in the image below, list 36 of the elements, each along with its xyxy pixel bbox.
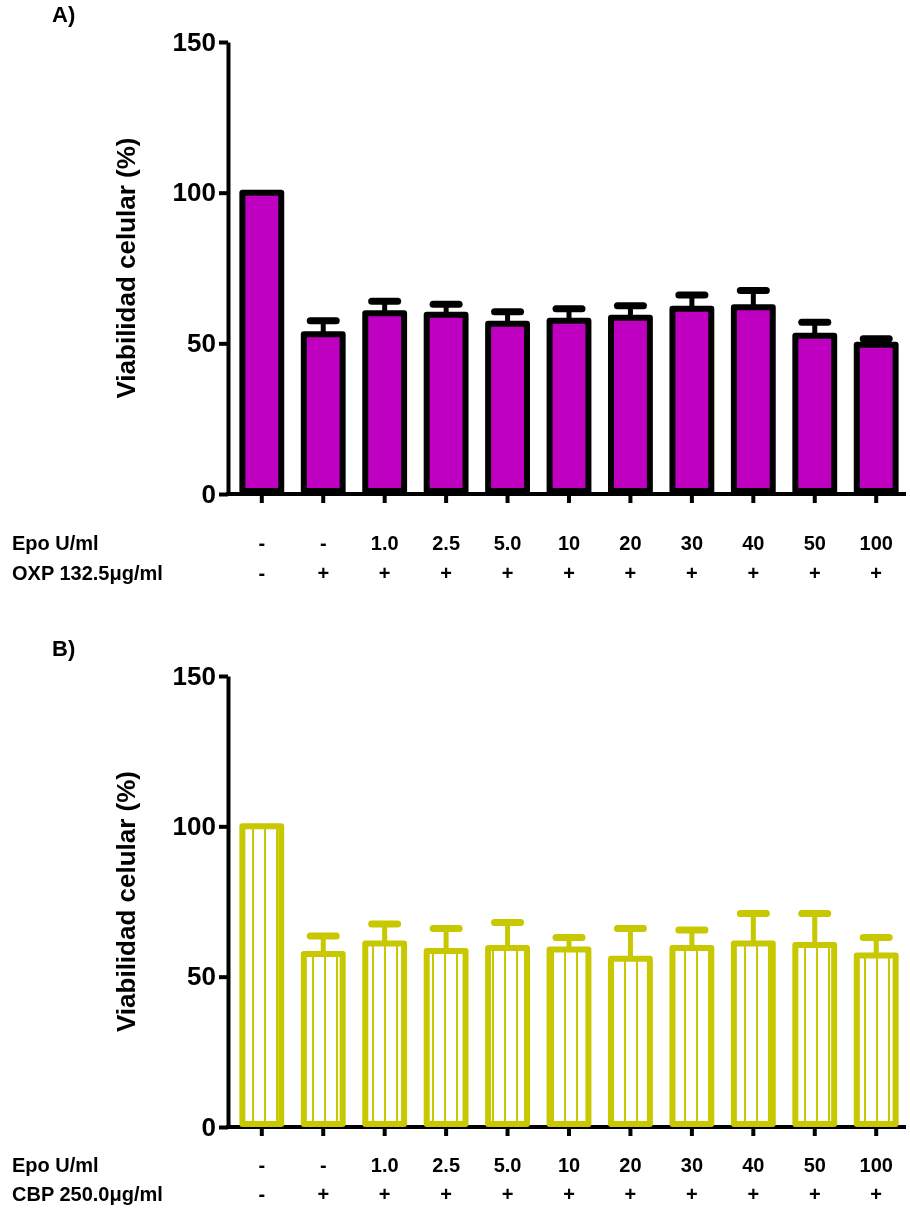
y-tick-label: 100 <box>172 811 216 842</box>
x-tick-label: 50 + <box>803 532 826 584</box>
y-tick-label: 100 <box>172 177 216 208</box>
chart-title: B) <box>52 636 76 661</box>
x-tick-label: 10 + <box>557 532 581 584</box>
x-tick-label: 100 + <box>859 532 893 584</box>
x-tick-label: - + <box>317 532 330 584</box>
x-axis-title: Epo U/ml OXP 132.5μg/ml <box>12 532 163 584</box>
y-axis-title: Viabilidad celular (%) <box>111 137 141 399</box>
x-tick-label: 2.5 + <box>432 1154 461 1205</box>
y-tick-label: 150 <box>172 26 216 57</box>
y-axis-title: Viabilidad celular (%) <box>111 770 141 1033</box>
x-tick-label: 40 + <box>742 532 765 584</box>
y-tick-label: 150 <box>172 660 216 691</box>
x-tick-label: 100 + <box>859 1154 893 1205</box>
x-tick-label: 40 + <box>742 1154 765 1205</box>
x-tick-label: - - <box>258 1154 266 1205</box>
x-tick-label: 5.0 + <box>493 532 522 584</box>
x-tick-label: 30 + <box>680 1154 704 1205</box>
x-tick-label: - + <box>317 1154 330 1205</box>
x-tick-label: 50 + <box>803 1154 826 1205</box>
chart-title: A) <box>52 2 76 27</box>
x-tick-label: 5.0 + <box>493 1154 522 1205</box>
x-tick-label: 1.0 + <box>370 532 399 584</box>
x-tick-label: 10 + <box>557 1154 581 1205</box>
y-tick-label: 0 <box>201 1111 216 1142</box>
x-tick-label: 20 + <box>619 532 642 584</box>
y-tick-label: 50 <box>187 328 216 359</box>
x-tick-label: 20 + <box>619 1154 642 1205</box>
x-tick-label: - - <box>258 532 266 584</box>
x-tick-label: 30 + <box>680 532 704 584</box>
y-tick-label: 0 <box>201 478 216 509</box>
x-axis-title: Epo U/ml CBP 250.0μg/ml <box>12 1154 163 1205</box>
x-tick-label: 1.0 + <box>370 1154 399 1205</box>
x-tick-label: 2.5 + <box>432 532 461 584</box>
y-tick-label: 50 <box>187 961 216 992</box>
